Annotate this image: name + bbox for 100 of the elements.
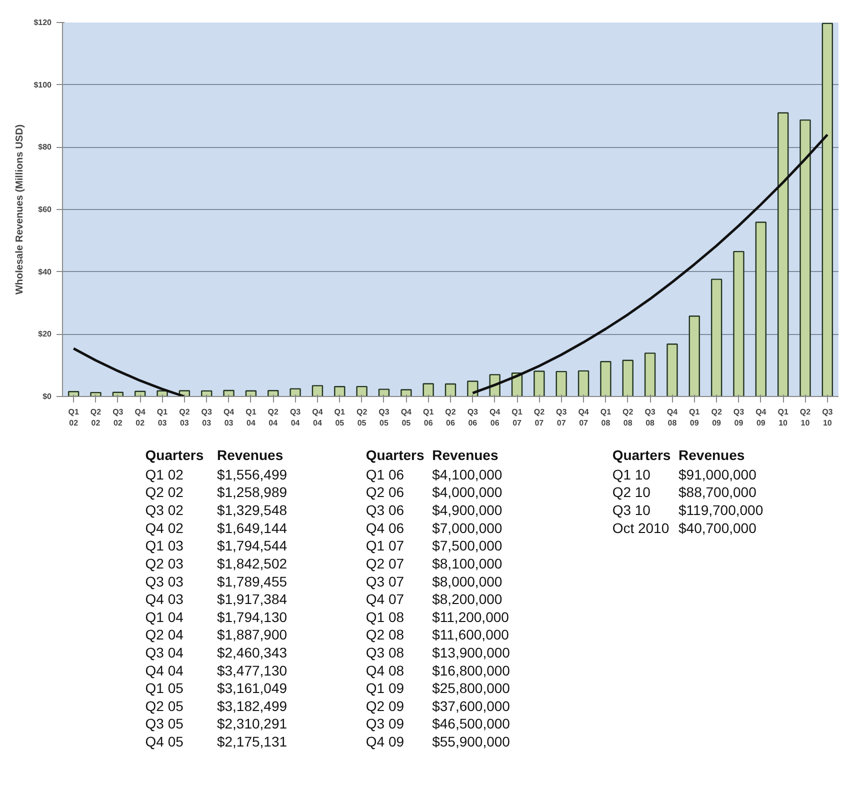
text: $13,900,000 (432, 644, 510, 660)
y-tick-label: $120 (34, 18, 52, 27)
text: $1,258,989 (216, 484, 288, 500)
text: $16,800,000 (432, 662, 510, 678)
text: $46,500,000 (432, 716, 510, 732)
text: $1,649,144 (216, 520, 288, 536)
category-label: Q1 03 (145, 538, 184, 554)
x-tick-label: Q3 03 (201, 408, 212, 428)
x-tick-label: Q1 06 (422, 408, 434, 428)
text: $11,200,000 (432, 608, 510, 625)
x-tick-label: Q2 06 (445, 408, 456, 428)
text: $1,556,499 (216, 466, 288, 482)
category-label: Q4 07 (366, 591, 404, 608)
text: $8,000,000 (432, 573, 502, 590)
category-label: Q2 06 (366, 484, 404, 500)
text: $8,200,000 (432, 591, 502, 608)
text: $1,794,544 (216, 538, 288, 554)
x-tick-label: Q1 05 (334, 408, 346, 428)
text: $1,789,455 (216, 573, 288, 590)
text: $1,917,384 (216, 591, 288, 608)
text: $88,700,000 (678, 484, 757, 500)
category-label: Q3 08 (366, 644, 404, 660)
x-tick-label: Q4 09 (756, 408, 767, 428)
text: $2,310,291 (216, 716, 288, 732)
x-tick-label: Q3 06 (467, 408, 479, 428)
text: $2,460,343 (216, 644, 288, 660)
category-label: Q2 07 (366, 555, 404, 572)
x-tick-label: Q4 03 (223, 408, 235, 428)
text: $1,329,548 (216, 502, 288, 518)
y-tick-label: $100 (34, 80, 52, 90)
text: Quarters (366, 446, 424, 463)
x-tick-label: Q4 08 (666, 408, 678, 428)
category-label: Q3 03 (145, 573, 184, 590)
text: $37,600,000 (432, 698, 510, 714)
text: $3,161,049 (216, 680, 288, 696)
text: $55,900,000 (432, 734, 510, 750)
y-tick-label: $40 (38, 267, 52, 276)
x-tick-label: Q2 03 (179, 408, 190, 428)
category-label: Q2 08 (366, 626, 404, 643)
x-tick-label: Q1 07 (512, 408, 523, 428)
x-tick-label: Q4 02 (134, 408, 146, 428)
text: $1,794,130 (216, 608, 288, 625)
y-tick-label: $60 (38, 205, 52, 214)
category-label: Q2 04 (145, 626, 184, 643)
x-tick-label: Q4 06 (490, 408, 501, 428)
text: $91,000,000 (678, 466, 757, 482)
category-label: Q3 04 (145, 644, 184, 660)
category-label: Q1 04 (145, 608, 184, 625)
text: $3,182,499 (216, 698, 288, 714)
category-label: Q4 08 (366, 662, 404, 678)
x-tick-label: Q3 02 (112, 408, 124, 428)
category-label: Q4 06 (366, 520, 404, 536)
x-tick-label: Q3 08 (644, 408, 656, 428)
text: $7,500,000 (432, 538, 502, 554)
category-label: Q1 05 (145, 680, 184, 696)
category-label: Q3 05 (145, 716, 184, 732)
x-tick-label: Q4 05 (400, 408, 412, 428)
text: Quarters (612, 446, 671, 463)
text: $1,887,900 (216, 626, 288, 643)
y-axis-title: Wholesale Revenues (Millions USD) (14, 124, 26, 295)
category-label: Q1 10 (612, 466, 650, 482)
category-label: Q1 07 (366, 538, 404, 554)
x-tick-label: Q3 04 (290, 408, 302, 428)
category-label: Q3 10 (612, 502, 650, 518)
category-label: Q3 02 (145, 502, 184, 518)
text: Revenues (432, 446, 498, 463)
category-label: Q1 06 (366, 466, 404, 482)
category-label: Q4 04 (145, 662, 184, 678)
text: $2,175,131 (216, 734, 288, 750)
x-tick-label: Q2 05 (356, 408, 368, 428)
category-label: Q3 09 (366, 716, 404, 732)
category-label: Q2 05 (145, 698, 184, 714)
text: Oct 2010 (612, 520, 670, 536)
x-tick-label: Q2 04 (268, 408, 280, 428)
text: $7,000,000 (432, 520, 502, 536)
text: $8,100,000 (432, 555, 502, 572)
x-tick-label: Q2 10 (800, 408, 812, 428)
text: $119,700,000 (678, 502, 764, 518)
category-label: Q4 03 (145, 591, 184, 608)
y-tick-label: $0 (42, 392, 52, 401)
category-label: Q1 09 (366, 680, 404, 696)
x-tick-label: Q2 09 (711, 408, 722, 428)
text: $3,477,130 (216, 662, 288, 678)
category-label: Q3 06 (366, 502, 404, 518)
text: Quarters (145, 446, 204, 463)
category-label: Q4 02 (145, 520, 184, 536)
category-label: Q3 07 (366, 573, 404, 590)
text: $4,100,000 (432, 466, 502, 482)
x-tick-label: Q1 04 (246, 408, 257, 428)
category-label: Q1 02 (145, 466, 184, 482)
x-tick-label: Q2 07 (534, 408, 546, 428)
x-tick-label: Q1 03 (156, 408, 168, 428)
x-tick-label: Q1 09 (689, 408, 700, 428)
text: $25,800,000 (432, 680, 510, 696)
x-tick-label: Q4 07 (578, 408, 590, 428)
text: $4,900,000 (432, 502, 502, 518)
x-tick-label: Q2 02 (90, 408, 102, 428)
category-label: Q4 05 (145, 734, 184, 750)
category-label: Q2 09 (366, 698, 404, 714)
category-label: Q4 09 (366, 734, 404, 750)
